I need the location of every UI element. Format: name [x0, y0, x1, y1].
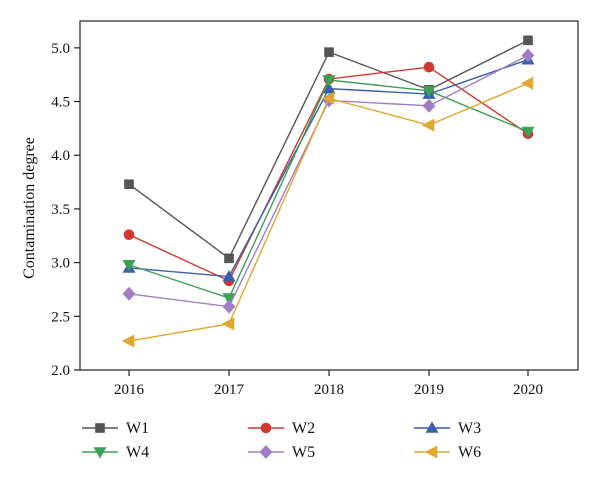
series-w1	[124, 35, 533, 264]
data-point	[123, 229, 135, 240]
series-line	[128, 79, 529, 299]
y-tick-label: 4.0	[51, 148, 70, 164]
legend-entry: W2	[248, 420, 315, 437]
data-point	[421, 118, 435, 132]
data-point	[521, 48, 535, 63]
legend-marker	[93, 447, 107, 459]
y-tick-label: 4.5	[51, 95, 70, 111]
y-tick-label: 3.5	[51, 202, 70, 218]
data-point	[422, 98, 436, 113]
legend-entry: W1	[82, 420, 149, 437]
series-w4	[122, 75, 535, 305]
legend-entry: W6	[414, 444, 481, 461]
data-point	[324, 47, 334, 57]
legend-marker	[260, 422, 272, 434]
legend-label: W4	[126, 444, 149, 461]
y-tick-label: 3.0	[51, 256, 70, 272]
data-point	[321, 91, 335, 105]
legend-label: W5	[292, 444, 315, 461]
x-tick-label: 2019	[414, 382, 444, 398]
data-point	[221, 317, 235, 331]
x-tick-label: 2016	[114, 382, 145, 398]
y-tick-label: 5.0	[51, 41, 70, 57]
series-line	[128, 82, 529, 342]
data-point	[521, 126, 535, 139]
series-w6	[121, 76, 534, 348]
legend-label: W2	[292, 420, 315, 437]
legend-marker	[425, 421, 439, 433]
legend-label: W6	[458, 444, 481, 461]
legend: W1 W2 W3 W4 W5 W6	[82, 420, 481, 461]
legend-marker	[259, 445, 273, 459]
data-point	[222, 293, 236, 305]
legend-label: W3	[458, 420, 481, 437]
legend-entry: W4	[82, 444, 149, 461]
data-point	[224, 253, 234, 264]
axis-ticks: 2.0 2.5 3.0 3.5 4.0 4.5 5.0 2016 2017 2018 2019 202…	[51, 41, 543, 398]
data-point	[523, 35, 533, 46]
data-point	[322, 75, 336, 87]
y-axis-title: Contamination degree	[21, 137, 38, 279]
legend-label: W1	[126, 420, 149, 437]
legend-marker	[95, 423, 105, 433]
y-tick-label: 2.0	[51, 363, 70, 379]
legend-marker	[424, 445, 438, 459]
y-tick-label: 2.5	[51, 309, 70, 325]
data-point	[222, 269, 236, 282]
data-point	[422, 86, 436, 98]
data-point	[423, 61, 435, 73]
series-w3	[122, 53, 535, 282]
plot-frame	[79, 20, 579, 371]
data-point	[122, 286, 136, 301]
data-point	[122, 259, 136, 272]
data-point	[124, 179, 134, 190]
data-point	[520, 76, 534, 90]
x-tick-label: 2020	[513, 382, 543, 398]
legend-entry: W5	[248, 444, 315, 461]
legend-entry: W3	[414, 420, 481, 437]
series-line	[128, 39, 529, 260]
data-point	[222, 299, 236, 314]
x-tick-label: 2018	[314, 382, 344, 398]
series-lines	[121, 35, 535, 348]
data-point	[121, 334, 135, 348]
x-tick-label: 2017	[214, 382, 245, 398]
